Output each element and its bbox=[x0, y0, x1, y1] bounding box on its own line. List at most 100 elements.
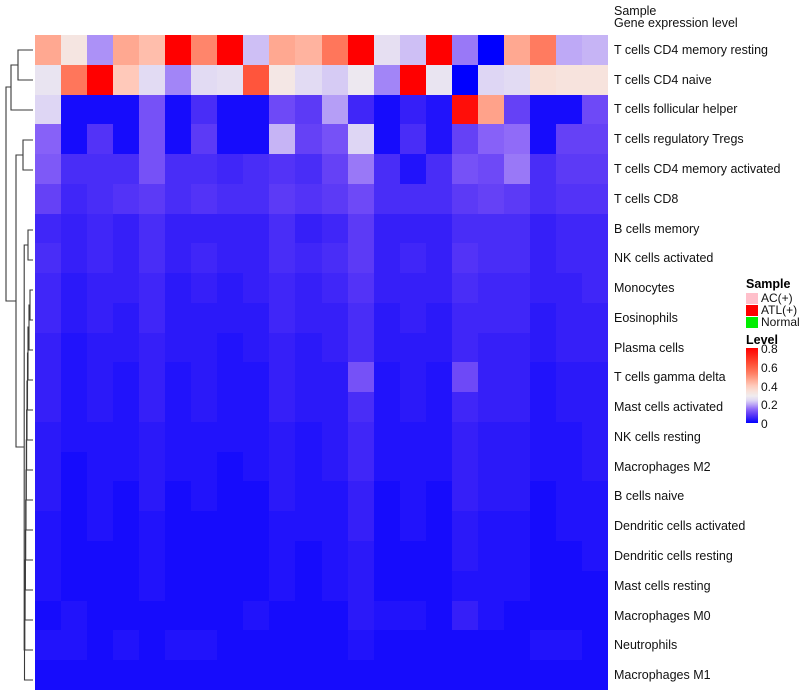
heatmap-cell bbox=[529, 243, 556, 274]
heatmap-row bbox=[35, 570, 609, 601]
heatmap-cell bbox=[61, 630, 88, 661]
heatmap-cell bbox=[425, 541, 452, 571]
heatmap-cell bbox=[477, 302, 504, 333]
row-label: B cells memory bbox=[614, 221, 700, 236]
heatmap-cell bbox=[581, 183, 609, 214]
heatmap-cell bbox=[529, 511, 556, 542]
heatmap-cell bbox=[35, 124, 62, 155]
heatmap-cell bbox=[373, 451, 400, 482]
heatmap-cell bbox=[347, 660, 374, 690]
heatmap-row bbox=[35, 451, 609, 482]
heatmap-cell bbox=[35, 154, 62, 184]
heatmap-cell bbox=[191, 660, 218, 690]
heatmap-cell bbox=[61, 64, 88, 95]
heatmap-cell bbox=[503, 630, 530, 661]
heatmap-cell bbox=[477, 332, 504, 363]
heatmap-cell bbox=[555, 421, 582, 452]
heatmap-cell bbox=[243, 481, 270, 512]
heatmap-cell bbox=[139, 273, 166, 303]
heatmap-cell bbox=[373, 421, 400, 452]
heatmap-cell bbox=[191, 213, 218, 244]
heatmap-cell bbox=[555, 243, 582, 274]
heatmap-cell bbox=[87, 213, 114, 244]
heatmap-cell bbox=[61, 481, 88, 512]
heatmap-cell bbox=[87, 511, 114, 542]
heatmap-cell bbox=[87, 183, 114, 214]
heatmap-cell bbox=[581, 481, 609, 512]
heatmap-cell bbox=[581, 302, 609, 333]
heatmap-cell bbox=[191, 273, 218, 303]
heatmap-cell bbox=[425, 511, 452, 542]
row-label: Monocytes bbox=[614, 281, 675, 296]
heatmap-cell bbox=[555, 213, 582, 244]
heatmap-cell bbox=[139, 362, 166, 393]
heatmap-cell bbox=[191, 183, 218, 214]
heatmap-cell bbox=[399, 570, 426, 601]
heatmap-cell bbox=[217, 183, 244, 214]
heatmap-cell bbox=[477, 481, 504, 512]
heatmap-cell bbox=[555, 35, 582, 65]
row-label: Macrophages M0 bbox=[614, 608, 711, 623]
level-tick-label: 0.2 bbox=[761, 398, 778, 413]
row-label: Macrophages M1 bbox=[614, 668, 711, 683]
heatmap-cell bbox=[191, 392, 218, 422]
heatmap-cell bbox=[399, 35, 426, 65]
heatmap-cell bbox=[581, 392, 609, 422]
heatmap-cell bbox=[321, 630, 348, 661]
heatmap-cell bbox=[113, 302, 140, 333]
heatmap-cell bbox=[347, 302, 374, 333]
heatmap-cell bbox=[243, 570, 270, 601]
heatmap-cell bbox=[295, 35, 322, 65]
heatmap-cell bbox=[295, 243, 322, 274]
heatmap-cell bbox=[139, 124, 166, 155]
heatmap-cell bbox=[269, 630, 296, 661]
heatmap-cell bbox=[347, 630, 374, 661]
heatmap-cell bbox=[139, 630, 166, 661]
heatmap-cell bbox=[243, 332, 270, 363]
heatmap-cell bbox=[321, 481, 348, 512]
heatmap-cell bbox=[61, 154, 88, 184]
heatmap-cell bbox=[451, 213, 478, 244]
heatmap-cell bbox=[243, 630, 270, 661]
heatmap-cell bbox=[451, 541, 478, 571]
heatmap-cell bbox=[191, 362, 218, 393]
heatmap-cell bbox=[295, 600, 322, 631]
heatmap-cell bbox=[217, 570, 244, 601]
heatmap-cell bbox=[529, 302, 556, 333]
heatmap-cell bbox=[399, 94, 426, 125]
heatmap-cell bbox=[243, 94, 270, 125]
heatmap-cell bbox=[477, 94, 504, 125]
heatmap-cell bbox=[399, 302, 426, 333]
heatmap-cell bbox=[61, 362, 88, 393]
heatmap-cell bbox=[217, 481, 244, 512]
row-label: Plasma cells bbox=[614, 340, 685, 355]
heatmap-cell bbox=[477, 183, 504, 214]
heatmap-cell bbox=[555, 64, 582, 95]
level-colorbar-ticks: 0.8 0.6 0.4 0.2 0 bbox=[761, 343, 800, 430]
row-label: T cells CD4 naive bbox=[614, 72, 712, 87]
heatmap-cell bbox=[87, 570, 114, 601]
heatmap-cell bbox=[555, 481, 582, 512]
heatmap-cell bbox=[191, 154, 218, 184]
heatmap-cell bbox=[399, 630, 426, 661]
heatmap-cell bbox=[529, 421, 556, 452]
heatmap-cell bbox=[477, 154, 504, 184]
heatmap-cell bbox=[581, 451, 609, 482]
heatmap-row bbox=[35, 481, 609, 512]
heatmap-cell bbox=[295, 124, 322, 155]
heatmap-cell bbox=[269, 183, 296, 214]
heatmap-cell bbox=[399, 481, 426, 512]
heatmap-cell bbox=[347, 570, 374, 601]
heatmap-row bbox=[35, 213, 609, 244]
heatmap-cell bbox=[165, 541, 192, 571]
heatmap-cell bbox=[555, 273, 582, 303]
heatmap-cell bbox=[295, 630, 322, 661]
heatmap-cell bbox=[191, 451, 218, 482]
row-label: Dendritic cells resting bbox=[614, 549, 733, 564]
heatmap-cell bbox=[425, 183, 452, 214]
legend-panel: Sample AC(+) ATL(+) Normal Level 0.8 0.6 0.4… bbox=[746, 278, 800, 430]
heatmap-cell bbox=[347, 511, 374, 542]
heatmap-cell bbox=[425, 332, 452, 363]
row-label: NK cells activated bbox=[614, 251, 714, 266]
heatmap-cell bbox=[87, 35, 114, 65]
